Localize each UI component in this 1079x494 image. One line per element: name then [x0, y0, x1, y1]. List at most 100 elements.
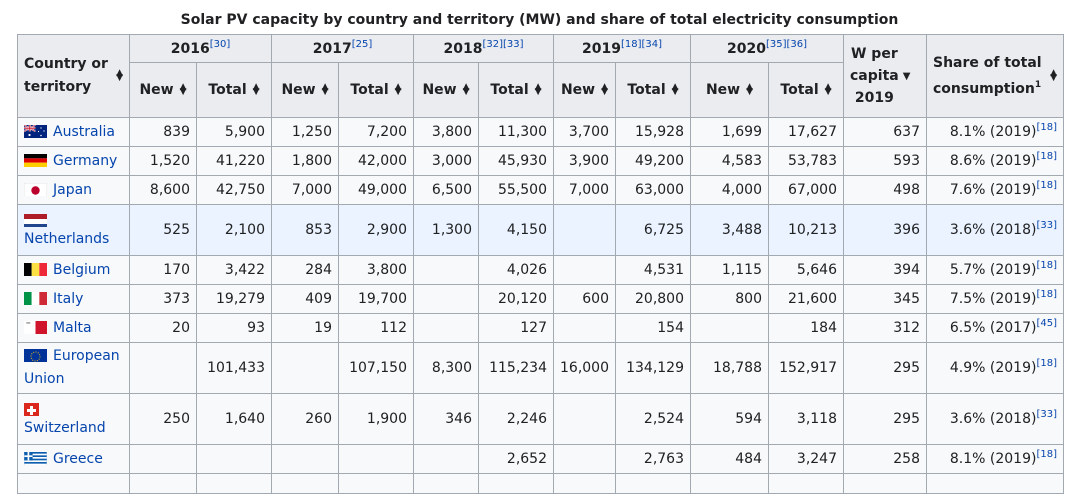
malta-flag-icon [24, 321, 47, 334]
total-cell [196, 444, 272, 474]
citation[interactable]: [18][34] [620, 38, 663, 50]
total-cell: 42,000 [338, 146, 414, 176]
new-header[interactable]: New ▲ ▼ [553, 62, 616, 118]
share-cell: 8.1% (2019)[18] [926, 444, 1064, 474]
empty-cell [413, 473, 479, 494]
sort-icon[interactable]: ▲ ▼ [394, 82, 402, 98]
country-link[interactable]: European Union [24, 348, 120, 387]
country-link[interactable]: Italy [53, 291, 84, 307]
share-cell: 3.6% (2018)[33] [926, 204, 1064, 256]
citation[interactable]: [18] [1036, 449, 1057, 460]
table-row: Netherlands 525 2,100 853 2,900 1,300 4,150 6,7… [17, 204, 1064, 256]
empty-cell [129, 473, 197, 494]
netherlands-flag-icon [24, 213, 47, 227]
share-cell: 8.6% (2019)[18] [926, 146, 1064, 176]
new-cell: 346 [413, 393, 479, 445]
total-header[interactable]: Total ▲ ▼ [196, 62, 272, 118]
country-header[interactable]: Country or territory ▲ ▼ [17, 34, 130, 118]
total-label: Total [208, 82, 247, 99]
w-per-capita-cell: 498 [843, 175, 927, 205]
eu-flag-icon [24, 349, 47, 362]
total-cell: 2,900 [338, 204, 414, 256]
share-line2: consumption1 [933, 74, 1042, 100]
country-link[interactable]: Belgium [53, 262, 111, 278]
year-header-2017: 2017[25] [271, 33, 414, 64]
sort-icon[interactable]: ▲ ▼ [462, 82, 470, 98]
citation[interactable]: [18] [1036, 358, 1057, 369]
new-header[interactable]: New ▲ ▼ [413, 62, 479, 118]
new-cell: 3,700 [553, 117, 616, 147]
country-header-line1: Country or [24, 56, 108, 72]
country-link[interactable]: Netherlands [24, 230, 110, 247]
new-header[interactable]: New ▲ ▼ [129, 62, 197, 118]
country-cell: Australia [17, 117, 130, 147]
total-cell: 3,422 [196, 255, 272, 285]
year-label: 2019 [581, 40, 621, 57]
new-cell: 1,520 [129, 146, 197, 176]
total-header[interactable]: Total ▲ ▼ [768, 62, 844, 118]
share-header[interactable]: Share of total consumption1 ▲ ▼ [926, 34, 1064, 118]
empty-cell [478, 473, 554, 494]
new-cell: 4,583 [690, 146, 769, 176]
citation[interactable]: [18] [1036, 180, 1057, 191]
new-cell: 20 [129, 313, 197, 343]
wpc-line1: W per [850, 46, 898, 62]
citation[interactable]: [32][33] [482, 38, 524, 50]
citation[interactable]: [33] [1036, 220, 1057, 231]
share-value: 7.5% (2019) [949, 291, 1037, 307]
empty-cell [338, 473, 414, 494]
country-link[interactable]: Switzerland [24, 419, 106, 436]
year-header-2019: 2019[18][34] [553, 33, 691, 64]
country-link[interactable]: Germany [53, 153, 118, 169]
country-link[interactable]: Malta [53, 320, 92, 336]
w-per-capita-header[interactable]: W per capita 2019 ▼ [843, 34, 927, 118]
citation[interactable]: [18] [1036, 289, 1057, 300]
citation[interactable]: [45] [1036, 318, 1057, 329]
country-link[interactable]: Greece [53, 451, 103, 467]
sort-icon[interactable]: ▲ ▼ [179, 82, 187, 98]
citation[interactable]: [18] [1036, 151, 1057, 162]
sort-desc-icon[interactable]: ▼ [902, 70, 911, 82]
switzerland-flag-icon [24, 402, 47, 416]
w-per-capita-cell: 345 [843, 284, 927, 314]
new-cell: 3,000 [413, 146, 479, 176]
citation[interactable]: [25] [351, 38, 373, 50]
total-cell: 41,220 [196, 146, 272, 176]
total-cell: 10,213 [768, 204, 844, 256]
citation[interactable]: [35][36] [765, 38, 808, 50]
table-body: Australia 839 5,900 1,250 7,200 3,800 11,300 3,… [17, 117, 1064, 494]
new-cell: 8,600 [129, 175, 197, 205]
sort-icon[interactable]: ▲ ▼ [824, 82, 832, 98]
country-link[interactable]: Australia [53, 124, 115, 140]
citation[interactable]: [33] [1036, 409, 1057, 420]
new-cell: 525 [129, 204, 197, 256]
sort-icon[interactable]: ▲ ▼ [116, 68, 123, 83]
sort-icon[interactable]: ▲ ▼ [321, 82, 329, 98]
sort-icon[interactable]: ▲ ▼ [601, 82, 609, 98]
italy-flag-icon [24, 292, 47, 305]
sort-icon[interactable]: ▲ ▼ [746, 82, 754, 98]
total-cell: 184 [768, 313, 844, 343]
sort-icon[interactable]: ▲ ▼ [1050, 68, 1057, 83]
total-header[interactable]: Total ▲ ▼ [478, 62, 554, 118]
new-header[interactable]: New ▲ ▼ [271, 62, 339, 118]
total-cell: 4,531 [615, 255, 691, 285]
total-header[interactable]: Total ▲ ▼ [615, 62, 691, 118]
share-value: 6.5% (2017) [949, 320, 1037, 336]
total-cell: 42,750 [196, 175, 272, 205]
country-cell: Malta [17, 313, 130, 343]
sort-icon[interactable]: ▲ ▼ [252, 82, 260, 98]
new-header[interactable]: New ▲ ▼ [690, 62, 769, 118]
citation[interactable]: [30] [209, 38, 231, 50]
citation[interactable]: [18] [1036, 122, 1057, 133]
total-cell: 2,524 [615, 393, 691, 445]
sort-icon[interactable]: ▲ ▼ [534, 82, 542, 98]
new-cell: 594 [690, 393, 769, 445]
total-header[interactable]: Total ▲ ▼ [338, 62, 414, 118]
citation[interactable]: [18] [1036, 260, 1057, 271]
sort-icon[interactable]: ▲ ▼ [671, 82, 679, 98]
country-link[interactable]: Japan [53, 182, 93, 198]
total-cell: 49,200 [615, 146, 691, 176]
new-cell: 484 [690, 444, 769, 474]
australia-flag-icon [24, 125, 47, 138]
